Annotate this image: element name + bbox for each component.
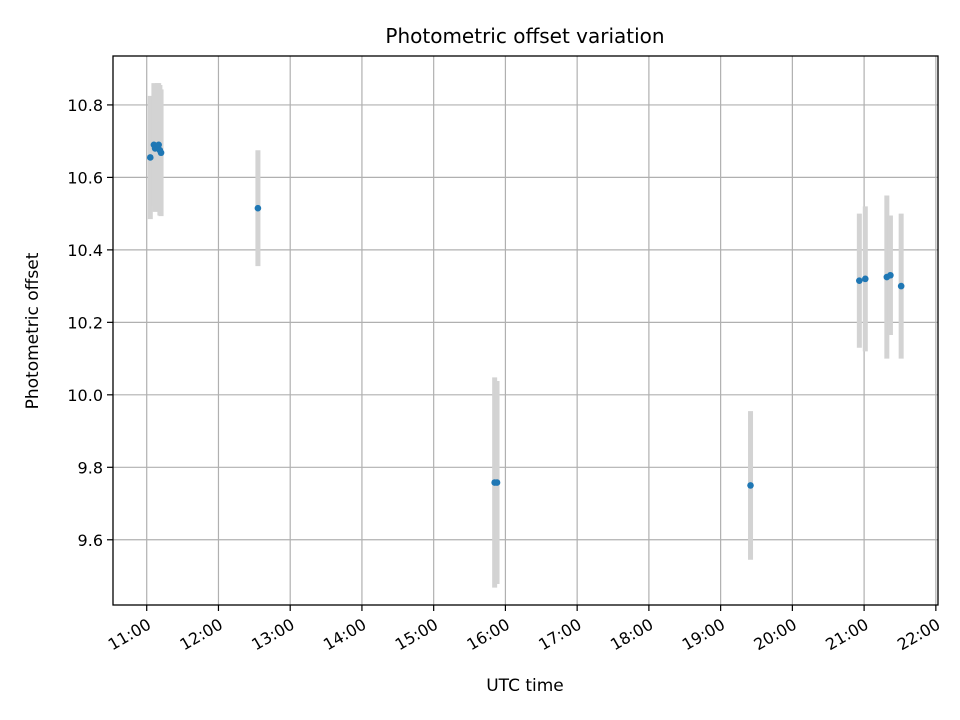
data-point <box>254 204 262 212</box>
y-tick-label: 10.0 <box>67 386 103 405</box>
y-axis-label: Photometric offset <box>23 252 43 409</box>
data-point <box>747 482 754 489</box>
data-points <box>147 141 905 489</box>
data-point <box>155 141 162 149</box>
plot-frame <box>112 55 939 606</box>
data-point <box>147 154 154 161</box>
y-tick-label: 10.2 <box>67 313 103 332</box>
y-axis-ticks: 9.6 9.8 10.0 10.2 10.4 10.6 10.8 <box>67 96 113 550</box>
chart-title: Photometric offset variation <box>385 24 664 48</box>
x-axis-label: UTC time <box>486 676 564 696</box>
y-tick-label: 9.8 <box>78 458 103 477</box>
y-tick-label: 10.6 <box>67 168 103 187</box>
grid <box>113 56 938 605</box>
data-point <box>157 149 165 157</box>
data-point <box>897 282 905 290</box>
data-point <box>856 277 863 284</box>
data-point <box>493 479 501 486</box>
data-point <box>887 271 894 279</box>
y-tick-label: 9.6 <box>78 531 103 550</box>
data-point <box>862 275 869 283</box>
y-tick-label: 10.4 <box>67 241 103 260</box>
y-tick-label: 10.8 <box>67 96 103 115</box>
